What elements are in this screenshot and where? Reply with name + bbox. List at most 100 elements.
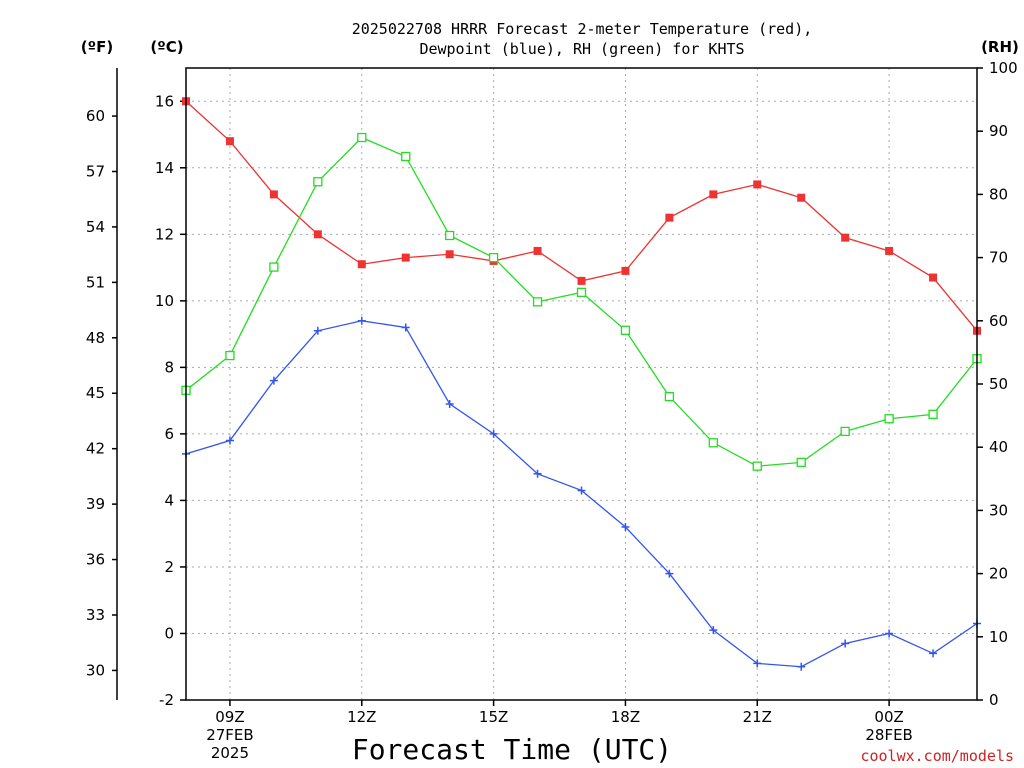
- celsius-tick-label: -2: [159, 691, 174, 709]
- temperature-point: [269, 190, 278, 199]
- celsius-tick-label: 10: [155, 292, 174, 310]
- series-dewpoint: [182, 316, 981, 671]
- fahrenheit-tick-label: 42: [86, 440, 105, 458]
- celsius-unit-label: (ºC): [150, 38, 183, 56]
- dewpoint-point: [841, 639, 850, 648]
- series-layer: [181, 97, 982, 671]
- celsius-tick-label: 16: [155, 92, 174, 110]
- rh-point: [445, 230, 455, 241]
- rh-axis: 0 10 20 30 40 50 60 70 80 90 100: [977, 59, 1018, 709]
- temperature-point: [313, 230, 322, 239]
- time-tick-label: 27FEB: [206, 726, 253, 744]
- celsius-tick-label: 6: [164, 425, 174, 443]
- chart-title-line-2: Dewpoint (blue), RH (green) for KHTS: [419, 40, 744, 58]
- dewpoint-point: [401, 323, 410, 332]
- fahrenheit-unit-label: (ºF): [81, 38, 113, 56]
- dewpoint-point: [489, 429, 498, 438]
- dewpoint-point: [665, 569, 674, 578]
- dewpoint-point: [885, 629, 894, 638]
- series-line-rh: [185, 136, 978, 467]
- celsius-tick-label: 4: [164, 491, 174, 509]
- dewpoint-point: [621, 523, 630, 532]
- time-tick-label: 00Z: [874, 708, 903, 726]
- rh-tick-label: 50: [989, 375, 1008, 393]
- time-tick-label: 18Z: [611, 708, 640, 726]
- rh-point: [532, 297, 543, 307]
- rh-point: [313, 177, 323, 187]
- fahrenheit-tick-label: 39: [86, 495, 105, 513]
- plot-frame: [185, 67, 978, 701]
- temperature-point: [841, 233, 850, 242]
- time-tick-label: 15Z: [479, 708, 508, 726]
- rh-tick-label: 100: [989, 59, 1018, 77]
- dewpoint-point: [445, 399, 454, 408]
- temperature-point: [401, 253, 410, 262]
- temperature-point: [357, 260, 366, 269]
- rh-point: [884, 414, 894, 424]
- x-axis-title: Forecast Time (UTC): [352, 733, 672, 766]
- fahrenheit-tick-label: 48: [86, 329, 105, 347]
- time-tick-label: 2025: [211, 744, 249, 762]
- dewpoint-point: [357, 316, 366, 325]
- rh-unit-label: (RH): [981, 38, 1019, 56]
- rh-tick-label: 90: [989, 122, 1008, 140]
- rh-tick-label: 20: [989, 565, 1008, 583]
- rh-tick-label: 0: [989, 691, 999, 709]
- rh-point: [269, 262, 279, 272]
- rh-tick-label: 70: [989, 249, 1008, 267]
- fahrenheit-tick-label: 30: [86, 661, 105, 679]
- celsius-tick-label: 2: [164, 558, 174, 576]
- time-tick-label: 12Z: [347, 708, 376, 726]
- fahrenheit-tick-label: 51: [86, 273, 105, 291]
- celsius-tick-label: 8: [164, 358, 174, 376]
- temperature-point: [885, 246, 894, 255]
- temperature-point: [225, 137, 234, 146]
- rh-point: [357, 132, 367, 143]
- rh-point: [796, 457, 806, 468]
- celsius-tick-label: 14: [155, 159, 174, 177]
- rh-point: [576, 287, 587, 298]
- dewpoint-point: [533, 469, 542, 478]
- fahrenheit-tick-label: 60: [86, 107, 105, 125]
- temperature-point: [665, 213, 674, 222]
- time-tick-label: 21Z: [743, 708, 772, 726]
- dewpoint-point: [753, 659, 762, 668]
- celsius-axis: -2 0 2 4 6 8 10 12 14 16: [155, 92, 186, 709]
- temperature-point: [929, 273, 938, 282]
- series-rh: [181, 132, 982, 471]
- rh-point: [488, 252, 499, 263]
- rh-tick-label: 30: [989, 501, 1008, 519]
- rh-point: [708, 438, 718, 448]
- fahrenheit-tick-label: 33: [86, 606, 105, 624]
- rh-point: [620, 325, 631, 335]
- dewpoint-point: [797, 662, 806, 671]
- rh-point: [928, 409, 938, 419]
- rh-tick-label: 40: [989, 438, 1008, 456]
- fahrenheit-axis: 30 33 36 39 42 45 48 51 54 57 60: [86, 68, 118, 700]
- rh-point: [840, 426, 850, 437]
- time-tick-label: 09Z: [215, 708, 244, 726]
- rh-point: [401, 151, 411, 162]
- chart-title-line-1: 2025022708 HRRR Forecast 2-meter Tempera…: [352, 20, 813, 38]
- dewpoint-point: [929, 649, 938, 658]
- dewpoint-point: [577, 486, 586, 495]
- series-temperature: [182, 97, 981, 335]
- time-tick-label: 28FEB: [865, 726, 912, 744]
- temperature-point: [533, 246, 542, 255]
- rh-point: [225, 350, 235, 361]
- credit-text: coolwx.com/models: [860, 747, 1014, 765]
- celsius-tick-label: 12: [155, 225, 174, 243]
- temperature-point: [709, 190, 718, 199]
- dewpoint-point: [225, 436, 234, 445]
- dewpoint-point: [709, 626, 718, 635]
- fahrenheit-tick-label: 36: [86, 551, 105, 569]
- temperature-point: [445, 250, 454, 259]
- temperature-point: [797, 193, 806, 202]
- rh-point: [664, 391, 675, 402]
- grid-lines: [186, 68, 977, 700]
- rh-point: [752, 461, 762, 471]
- fahrenheit-tick-label: 54: [86, 218, 105, 236]
- dewpoint-point: [269, 376, 278, 385]
